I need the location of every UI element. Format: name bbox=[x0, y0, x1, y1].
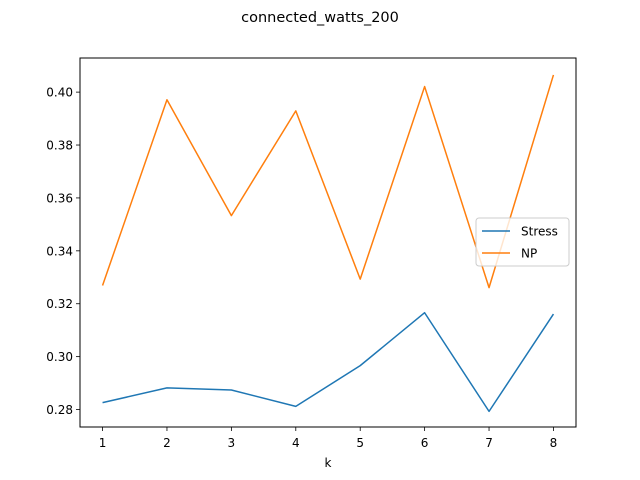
x-tick-label: 4 bbox=[292, 436, 300, 450]
chart-title: connected_watts_200 bbox=[241, 10, 399, 26]
x-axis-label: k bbox=[325, 456, 332, 470]
x-tick-label: 8 bbox=[550, 436, 558, 450]
y-tick-label: 0.38 bbox=[46, 139, 73, 153]
plot-frame bbox=[79, 57, 577, 428]
x-tick-label: 2 bbox=[163, 436, 171, 450]
legend-label-np: NP bbox=[521, 247, 537, 261]
x-axis-ticks: 1 2 3 4 5 6 7 8 bbox=[99, 427, 558, 450]
y-tick-label: 0.32 bbox=[46, 297, 73, 311]
legend-label-stress: Stress bbox=[521, 225, 558, 239]
legend: Stress NP bbox=[475, 217, 570, 267]
x-tick-label: 1 bbox=[99, 436, 107, 450]
x-tick-label: 5 bbox=[356, 436, 364, 450]
x-tick-label: 7 bbox=[485, 436, 493, 450]
y-tick-label: 0.30 bbox=[46, 350, 73, 364]
y-tick-label: 0.40 bbox=[46, 86, 73, 100]
y-tick-label: 0.34 bbox=[46, 244, 73, 258]
x-tick-label: 6 bbox=[421, 436, 429, 450]
legend-box bbox=[475, 217, 570, 267]
y-axis-ticks: 0.28 0.30 0.32 0.34 0.36 0.38 0.40 bbox=[46, 86, 80, 417]
x-tick-label: 3 bbox=[228, 436, 236, 450]
series-line-stress bbox=[102, 311, 555, 413]
y-tick-label: 0.28 bbox=[46, 403, 73, 417]
y-tick-label: 0.36 bbox=[46, 191, 73, 205]
